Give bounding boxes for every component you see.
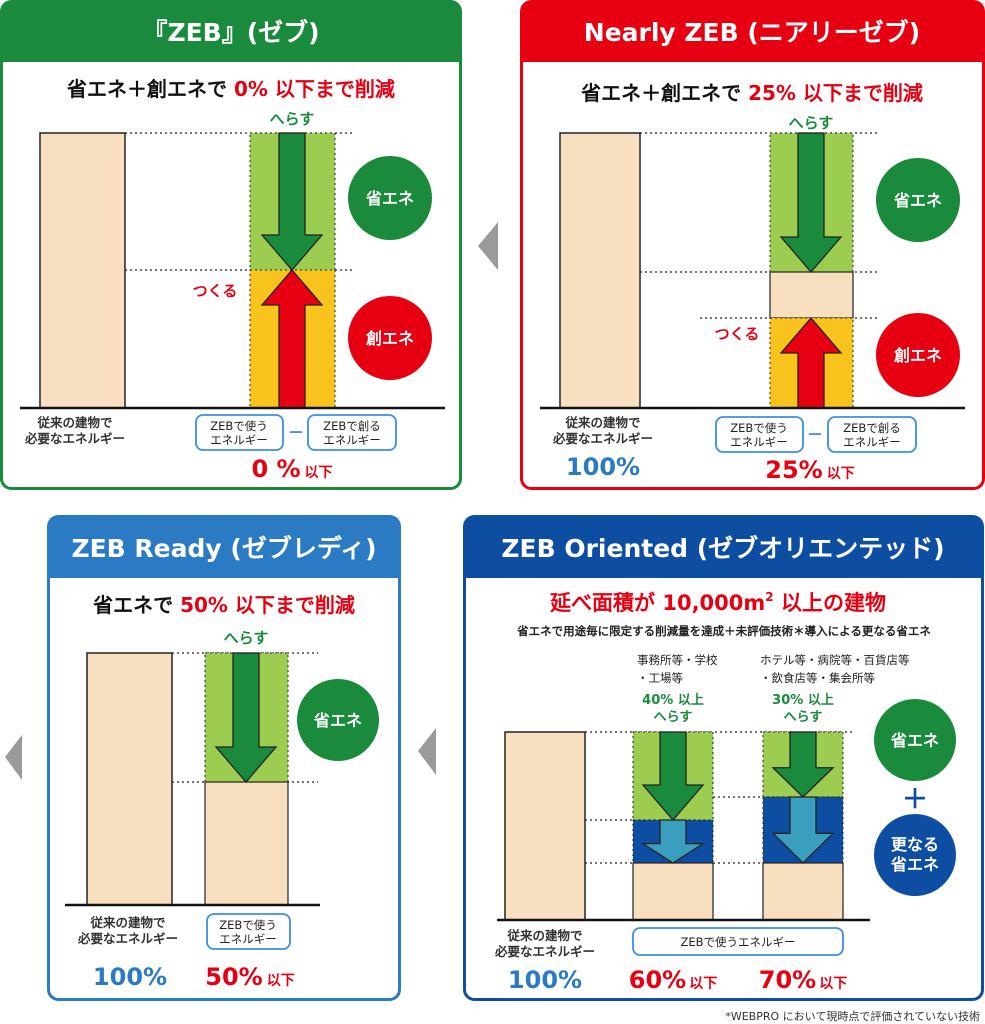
panel-header — [1, 1, 461, 62]
reduce-arrow-icon — [214, 652, 278, 783]
result-percent: 0 % 以下 — [251, 455, 332, 483]
panel-title: Nearly ZEB (ニアリーゼブ) — [584, 18, 920, 47]
svg-text:・工場等: ・工場等 — [637, 671, 683, 685]
arrow-left-icon — [5, 735, 22, 780]
create-arrow-icon — [260, 269, 324, 409]
svg-text:省エネで用途毎に限定する削減量を達成＋未評価技術＊導入による: 省エネで用途毎に限定する削減量を達成＋未評価技術＊導入による更なる省エネ — [516, 624, 931, 638]
baseline-energy-bar — [39, 132, 126, 409]
plus-icon: ＋ — [902, 785, 928, 815]
create-label: つくる — [193, 282, 238, 300]
create-arrow-icon — [779, 317, 843, 409]
energy-creation-badge — [348, 296, 432, 380]
svg-text:省エネ: 省エネ — [365, 189, 414, 208]
extra-reduce-arrow-icon — [771, 796, 835, 864]
svg-text:60%以下: 60% 以下 — [629, 966, 717, 994]
reduce-arrow-icon — [779, 132, 843, 273]
zeb-use-box — [195, 414, 284, 451]
panel-subtitle: 省エネ＋創エネで 0% 以下まで削減 — [66, 77, 395, 101]
panel-title: ZEB Oriented (ゼブオリエンテッド) — [501, 534, 944, 563]
svg-text:100%: 100% — [93, 963, 167, 991]
svg-text:40% 以上: 40% 以上 — [642, 693, 704, 708]
svg-text:従来の建物で: 従来の建物で — [564, 415, 640, 430]
svg-text:つくる: つくる — [715, 325, 760, 343]
reduce-arrow-icon — [260, 132, 324, 271]
svg-text:へらす: へらす — [224, 629, 269, 647]
svg-text:エネルギー: エネルギー — [843, 435, 901, 449]
energy-saving-badge — [348, 156, 432, 240]
svg-text:－: － — [807, 425, 823, 444]
panel-zeb-ready: ZEB Ready (ゼブレディ) 省エネで 50% 以下まで削減 へらす 省エ… — [47, 515, 401, 1001]
svg-text:エネルギー: エネルギー — [210, 433, 268, 447]
panel-title: 『ZEB』(ゼブ) — [142, 18, 319, 47]
svg-text:ZEBで使う: ZEBで使う — [730, 421, 788, 435]
svg-text:省エネ: 省エネ — [890, 855, 939, 874]
svg-text:創エネ: 創エネ — [893, 346, 942, 365]
svg-text:事務所等・学校: 事務所等・学校 — [637, 653, 718, 667]
svg-text:－: － — [288, 423, 304, 442]
svg-text:従来の建物で: 従来の建物で — [506, 928, 582, 943]
svg-text:エネルギー: エネルギー — [219, 932, 277, 946]
svg-text:必要なエネルギー: 必要なエネルギー — [552, 431, 653, 446]
reduce-arrow-icon — [771, 731, 835, 798]
arrow-shape — [260, 132, 324, 271]
svg-text:必要なエネルギー: 必要なエネルギー — [494, 944, 595, 959]
svg-text:ZEBで使う: ZEBで使う — [219, 918, 277, 932]
svg-text:70%以下: 70% 以下 — [759, 966, 847, 994]
panel-zeb-oriented: ZEB Oriented (ゼブオリエンテッド) 延べ面積が 10,000m2 … — [463, 515, 984, 1001]
svg-text:エネルギー: エネルギー — [323, 433, 381, 447]
reduce-arrow-icon — [641, 731, 705, 821]
arrow-shape — [214, 652, 278, 783]
reduce-label: へらす — [270, 110, 315, 128]
svg-text:ホテル等・病院等・百貨店等: ホテル等・病院等・百貨店等 — [760, 653, 910, 667]
svg-text:・飲食店等・集会所等: ・飲食店等・集会所等 — [760, 671, 875, 685]
svg-text:100%: 100% — [508, 966, 582, 994]
svg-text:ZEBで使うエネルギー: ZEBで使うエネルギー — [680, 935, 795, 949]
svg-text:ZEBで創る: ZEBで創る — [323, 419, 381, 433]
panel-subtitle: 省エネ＋創エネで 25% 以下まで削減 — [580, 81, 923, 105]
arrow-shape — [779, 317, 843, 409]
svg-text:エネルギー: エネルギー — [730, 435, 788, 449]
svg-text:更なる: 更なる — [891, 835, 939, 854]
arrow-left-icon — [478, 222, 498, 270]
svg-text:省エネ: 省エネ — [893, 191, 942, 210]
svg-text:省エネ: 省エネ — [890, 731, 939, 750]
arrow-shape — [771, 731, 835, 798]
svg-text:従来の建物で: 従来の建物で — [89, 915, 165, 930]
arrow-left-icon — [418, 728, 436, 775]
svg-text:ZEBで創る: ZEBで創る — [843, 421, 901, 435]
svg-text:必要なエネルギー: 必要なエネルギー — [77, 931, 178, 946]
svg-text:ZEBで使う: ZEBで使う — [210, 419, 268, 433]
arrow-shape — [260, 269, 324, 409]
svg-text:創エネ: 創エネ — [365, 329, 414, 348]
svg-text:50%以下: 50% 以下 — [205, 963, 294, 991]
svg-text:従来の建物で: 従来の建物で — [36, 415, 112, 430]
svg-text:100%: 100% — [566, 453, 640, 481]
svg-text:へらす: へらす — [789, 114, 834, 132]
arrow-shape — [641, 731, 705, 821]
arrow-shape — [640, 819, 706, 864]
arrow-shape — [779, 132, 843, 273]
svg-text:省エネで 50% 以下まで削減: 省エネで 50% 以下まで削減 — [92, 593, 355, 617]
svg-text:省エネ: 省エネ — [313, 711, 362, 730]
panel-title: ZEB Ready (ゼブレディ) — [71, 534, 376, 563]
zeb-create-box — [307, 414, 397, 451]
svg-text:へらす: へらす — [784, 710, 823, 725]
svg-text:30% 以上: 30% 以上 — [772, 693, 834, 708]
extra-reduce-arrow-icon — [640, 819, 706, 864]
svg-text:へらす: へらす — [654, 710, 693, 725]
svg-text:25%以下: 25% 以下 — [765, 456, 854, 484]
panel-zeb: 『ZEB』(ゼブ) 省エネ＋創エネで 0% 以下まで削減 へらす つくる 省エネ… — [0, 0, 462, 490]
svg-text:必要なエネルギー: 必要なエネルギー — [24, 431, 125, 446]
arrow-shape — [771, 796, 835, 864]
footnote: *WEBPRO において現時点で評価されていない技術 — [725, 1009, 980, 1023]
panel-nearly-zeb: Nearly ZEB (ニアリーゼブ) 省エネ＋創エネで 25% 以下まで削減 … — [520, 0, 985, 490]
baseline-energy-bar — [559, 132, 641, 409]
panel-subtitle: 延べ面積が 10,000m2 以上の建物 — [549, 590, 886, 615]
